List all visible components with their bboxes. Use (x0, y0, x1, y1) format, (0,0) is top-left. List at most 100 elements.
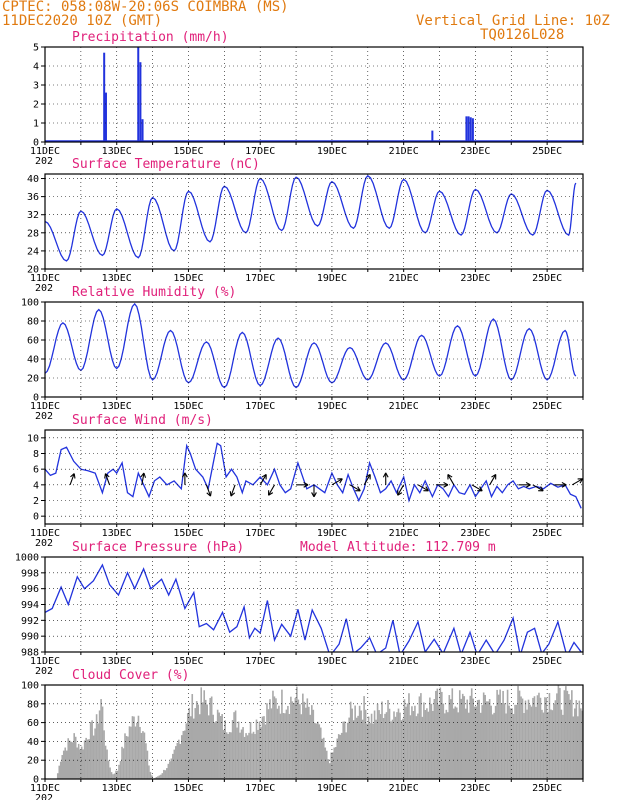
cloud-bar-334 (544, 697, 546, 779)
wind-arrow-shaft (141, 472, 145, 485)
cloud-bar-38 (101, 706, 104, 779)
cloud-bar-167 (294, 697, 297, 779)
cloud-bar-272 (451, 688, 454, 779)
cloud-bar-241 (405, 706, 407, 779)
cloud-bar-303 (497, 694, 500, 779)
cloud-bar-308 (505, 713, 507, 779)
wind-year-label: 202 (35, 538, 53, 549)
cloud-bar-344 (559, 688, 561, 779)
cloud-bar-64 (140, 732, 143, 779)
cloud-bar-161 (285, 709, 288, 779)
cloud-bar-357 (578, 700, 581, 779)
wind-arrow-head (268, 492, 274, 496)
wind-xtick-label-0: 11DEC (30, 528, 60, 539)
cloud-bar-139 (252, 731, 255, 779)
cloud-bar-154 (275, 698, 277, 779)
cloud-bar-133 (243, 736, 246, 779)
cloud-bar-116 (218, 712, 220, 779)
cloud-bar-30 (89, 721, 92, 779)
cloud-bar-125 (231, 719, 234, 779)
humidity-frame (44, 301, 584, 398)
pressure-xtick-label-2: 15DEC (173, 656, 203, 667)
cloud-bar-237 (399, 712, 401, 779)
cloud-bar-320 (523, 713, 525, 779)
cloud-bar-323 (527, 699, 530, 779)
cloud-bar-359 (581, 710, 583, 779)
temperature-xtick-label-4: 19DEC (317, 273, 347, 284)
cloud-bar-235 (396, 712, 398, 779)
cloud-bar-314 (514, 704, 516, 779)
wind-arrow-6 (259, 473, 267, 486)
cloud-bar-349 (566, 690, 569, 779)
temperature-ytick-label-2: 28 (27, 228, 39, 239)
cloud-bar-278 (460, 698, 463, 779)
cloud-bar-214 (364, 709, 367, 779)
cloud-ytick-label-0: 0 (33, 775, 39, 786)
cloud-bar-42 (107, 760, 110, 779)
cloud-bar-95 (186, 713, 189, 779)
cloud-bar-131 (240, 729, 243, 779)
wind-arrow-head (443, 484, 449, 488)
cloud-bar-207 (354, 705, 356, 779)
cloud-bar-282 (466, 699, 469, 779)
cloud-bar-163 (288, 713, 291, 779)
cloud-bar-149 (267, 709, 270, 779)
cloud-bar-280 (463, 696, 466, 779)
cloud-bar-209 (357, 715, 359, 779)
wind-arrow-head (479, 486, 483, 492)
cloud-bar-25 (82, 749, 84, 779)
cloud-plot-area (56, 685, 583, 779)
cloud-bar-165 (291, 701, 294, 779)
precipitation-xtick-label-1: 13DEC (102, 146, 132, 157)
cloud-bar-302 (496, 689, 498, 779)
cloud-bar-177 (309, 714, 312, 779)
cloud-bar-32 (92, 735, 95, 779)
cloud-bar-94 (185, 723, 188, 779)
wind-arrow-shaft (489, 474, 497, 486)
cloud-xtick-label-7: 25DEC (532, 783, 562, 794)
cloud-bar-356 (577, 716, 579, 779)
cloud-bar-86 (173, 749, 176, 779)
cloud-ytick-label-2: 40 (27, 737, 39, 748)
cloud-bar-211 (360, 710, 362, 779)
cloud-bar-262 (436, 688, 439, 779)
cloud-bar-244 (409, 715, 412, 779)
humidity-title: Relative Humidity (%) (72, 285, 236, 300)
cloud-bar-232 (391, 719, 394, 779)
cloud-bar-288 (475, 706, 477, 779)
cloud-bar-277 (458, 690, 461, 779)
cloud-bar-343 (557, 685, 560, 779)
temperature-xtick-label-1: 13DEC (102, 273, 132, 284)
humidity-xtick-label-0: 11DEC (30, 401, 60, 412)
temperature-plot-area (45, 174, 577, 262)
wind-arrow-head (261, 473, 267, 478)
cloud-bar-174 (305, 707, 307, 779)
temperature-ytick-label-0: 20 (27, 265, 39, 276)
wind-ytick-label-3: 6 (33, 465, 39, 476)
wind-arrow-shaft (349, 484, 361, 492)
precipitation-frame (44, 46, 584, 143)
cloud-bar-231 (390, 721, 392, 779)
cloud-bar-103 (198, 714, 201, 779)
temperature-xtick-label-7: 25DEC (532, 273, 562, 284)
cloud-bar-196 (337, 734, 340, 779)
cloud-bar-191 (330, 752, 333, 779)
cloud-bar-183 (318, 724, 321, 779)
cloud-bar-249 (417, 713, 419, 779)
humidity-ytick-label-1: 20 (27, 374, 39, 385)
cloud-bar-49 (118, 764, 120, 779)
cloud-bar-273 (452, 708, 455, 779)
cloud-bar-230 (388, 708, 391, 779)
cloud-bar-193 (333, 747, 336, 779)
cloud-bar-35 (97, 723, 99, 779)
pressure-plot-area (45, 563, 582, 652)
cloud-bar-124 (230, 732, 232, 779)
cloud-bar-144 (260, 727, 262, 779)
cloud-bar-47 (115, 770, 117, 779)
cloud-bar-259 (432, 710, 434, 779)
cloud-bar-153 (273, 696, 276, 779)
wind-arrow-head (143, 472, 147, 478)
cloud-bar-268 (445, 709, 448, 779)
humidity-ytick-label-2: 40 (27, 355, 39, 366)
cloud-bar-13 (64, 747, 67, 779)
